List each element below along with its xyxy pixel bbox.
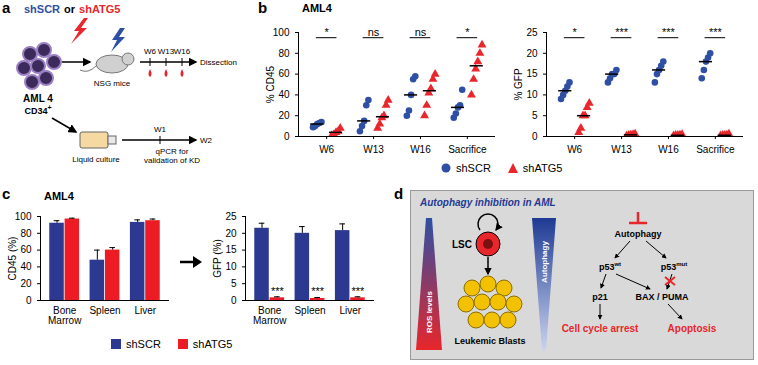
svg-text:W6: W6 (567, 144, 582, 155)
svg-text:NSG mice: NSG mice (94, 79, 131, 88)
svg-text:40: 40 (20, 261, 32, 272)
svg-text:Liver: Liver (134, 305, 156, 316)
html-text:shSCR: shSCR (456, 162, 491, 174)
svg-text:ns: ns (368, 26, 380, 38)
svg-text:Autophagy: Autophagy (540, 241, 549, 283)
svg-text:60: 60 (20, 244, 32, 255)
svg-text:Leukemic Blasts: Leukemic Blasts (454, 336, 525, 346)
svg-text:100: 100 (273, 27, 290, 38)
svg-text:Liquid culture: Liquid culture (72, 155, 120, 164)
svg-text:shSCRorshATG5: shSCRorshATG5 (24, 3, 120, 15)
svg-text:W16: W16 (174, 47, 191, 56)
svg-text:0: 0 (231, 295, 237, 306)
svg-text:Autophagy: Autophagy (615, 229, 662, 239)
svg-text:5: 5 (231, 278, 237, 289)
html-text:AML4: AML4 (44, 190, 74, 202)
svg-text:20: 20 (20, 278, 32, 289)
svg-text:80: 80 (20, 228, 32, 239)
svg-text:***: *** (662, 26, 676, 38)
svg-text:20: 20 (225, 228, 237, 239)
svg-text:ns: ns (415, 26, 427, 38)
svg-text:AML 4: AML 4 (23, 93, 53, 104)
svg-text:Cell cycle arrest: Cell cycle arrest (562, 323, 639, 334)
svg-text:W13: W13 (158, 47, 175, 56)
svg-text:20: 20 (278, 110, 290, 121)
html-text:a: a (2, 0, 11, 16)
svg-text:0: 0 (284, 131, 290, 142)
html-text:d: d (394, 185, 404, 202)
svg-text:40: 40 (278, 89, 290, 100)
svg-text:***: *** (352, 285, 366, 297)
svg-text:***: *** (615, 26, 629, 38)
svg-text:Liver: Liver (339, 305, 361, 316)
svg-text:W13: W13 (363, 144, 384, 155)
svg-text:Sacrifice: Sacrifice (696, 144, 735, 155)
svg-text:p21: p21 (592, 292, 608, 302)
svg-text:qPCR forvalidation of KD: qPCR forvalidation of KD (144, 147, 200, 165)
html-text:c: c (2, 185, 11, 202)
svg-text:W6: W6 (144, 47, 157, 56)
html-text:shSCR: shSCR (126, 338, 161, 350)
svg-text:10: 10 (225, 261, 237, 272)
svg-text:5: 5 (532, 110, 538, 121)
svg-text:***: *** (271, 285, 285, 297)
svg-text:Dissection: Dissection (200, 58, 237, 67)
svg-text:*: * (325, 26, 330, 38)
svg-text:W6: W6 (319, 144, 334, 155)
svg-text:***: *** (709, 26, 723, 38)
svg-text:W2: W2 (200, 136, 213, 145)
svg-text:*: * (465, 26, 470, 38)
svg-text:Autophagy inhibition in AML: Autophagy inhibition in AML (419, 197, 556, 208)
svg-text:80: 80 (278, 48, 290, 59)
html-text:shATG5: shATG5 (192, 338, 233, 350)
html-text:b: b (258, 0, 268, 16)
svg-text:0: 0 (26, 295, 32, 306)
svg-text:Sacrifice: Sacrifice (448, 144, 487, 155)
svg-text:CD45 (%): CD45 (%) (7, 237, 18, 281)
svg-text:100: 100 (15, 211, 32, 222)
svg-text:CD34+: CD34+ (24, 104, 51, 116)
svg-text:10: 10 (526, 89, 538, 100)
svg-text:Apoptosis: Apoptosis (668, 323, 717, 334)
svg-text:25: 25 (526, 27, 538, 38)
svg-text:ROS levels: ROS levels (425, 291, 434, 333)
html-text:AML4: AML4 (302, 2, 332, 14)
svg-text:15: 15 (225, 244, 237, 255)
svg-text:W1: W1 (154, 125, 167, 134)
svg-text:60: 60 (278, 68, 290, 79)
svg-text:BoneMarrow: BoneMarrow (253, 305, 287, 326)
svg-text:p53mut: p53mut (661, 261, 688, 272)
svg-text:W16: W16 (658, 144, 679, 155)
svg-text:Spleen: Spleen (294, 305, 325, 316)
svg-text:0: 0 (532, 131, 538, 142)
svg-text:W13: W13 (611, 144, 632, 155)
svg-text:W16: W16 (410, 144, 431, 155)
svg-text:*: * (573, 26, 578, 38)
svg-text:20: 20 (526, 48, 538, 59)
svg-text:25: 25 (225, 211, 237, 222)
svg-text:p53wt: p53wt (599, 261, 621, 272)
svg-text:LSC: LSC (452, 239, 472, 250)
svg-text:% CD45: % CD45 (265, 65, 276, 103)
svg-text:BoneMarrow: BoneMarrow (48, 305, 82, 326)
svg-text:15: 15 (526, 68, 538, 79)
html-text:shATG5: shATG5 (522, 162, 563, 174)
svg-text:BAX / PUMA: BAX / PUMA (635, 292, 689, 302)
svg-text:***: *** (311, 285, 325, 297)
svg-text:GFP (%): GFP (%) (212, 239, 223, 278)
svg-text:Spleen: Spleen (89, 305, 120, 316)
svg-text:% GFP: % GFP (513, 68, 524, 101)
